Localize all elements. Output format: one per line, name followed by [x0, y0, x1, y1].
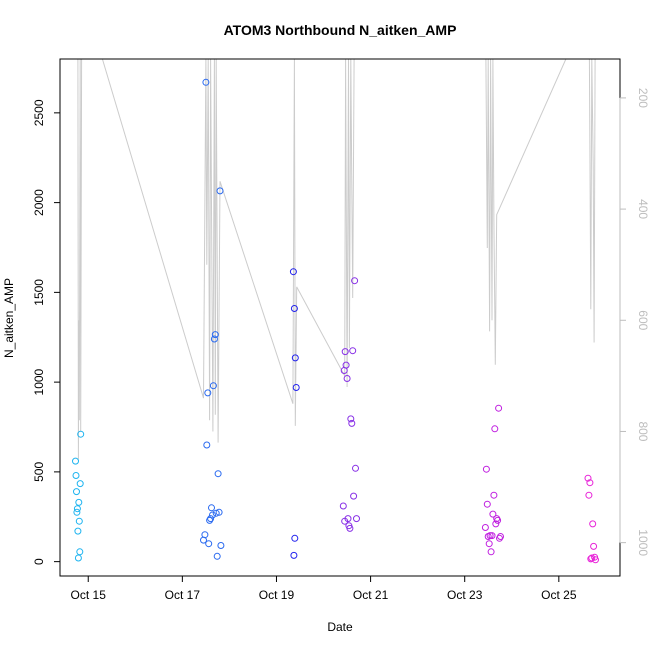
data-point [339, 502, 347, 510]
data-point [290, 305, 298, 312]
y-tick-label: 500 [32, 462, 46, 482]
data-point [487, 548, 495, 556]
data-point [491, 425, 499, 433]
y-tick-label: 0 [32, 558, 46, 565]
data-point [497, 533, 504, 540]
data-point [72, 472, 80, 479]
data-point [76, 480, 84, 488]
data-point [217, 542, 225, 549]
data-point [489, 510, 497, 518]
data-point [342, 361, 350, 369]
data-point [214, 470, 222, 478]
data-point [592, 556, 599, 564]
plot-frame [59, 58, 621, 577]
data-point [74, 527, 82, 535]
data-point [202, 78, 210, 86]
data-point [210, 335, 218, 343]
data-point [209, 511, 216, 519]
data-point [341, 348, 349, 356]
data-point [341, 517, 349, 525]
x-axis-title: Date [327, 620, 353, 634]
data-points-layer [72, 78, 599, 564]
data-point [292, 384, 300, 391]
right-tick-label: 800 [636, 421, 650, 441]
data-point [481, 524, 489, 531]
right-axis: 200 400 600 800 1000 [619, 88, 650, 556]
data-point [212, 509, 220, 517]
data-point [485, 540, 493, 548]
x-axis: Oct 15 Oct 17 Oct 19 Oct 21 Oct 23 Oct 25 [71, 575, 577, 602]
y-tick-label: 1500 [32, 279, 46, 306]
x-tick-label: Oct 15 [71, 588, 107, 602]
data-point [207, 515, 215, 523]
right-tick-label: 400 [636, 199, 650, 219]
chart-title: ATOM3 Northbound N_aitken_AMP [224, 22, 457, 38]
data-point [213, 552, 221, 560]
x-tick-label: Oct 23 [447, 588, 483, 602]
data-point [585, 491, 593, 499]
data-point [203, 441, 211, 449]
data-point [291, 354, 299, 362]
y-axis: 0 500 1000 1500 2000 2500 [32, 99, 61, 565]
x-tick-label: Oct 19 [259, 588, 295, 602]
data-point [215, 508, 223, 516]
y-axis-title: N_aitken_AMP [2, 278, 16, 358]
data-point [586, 479, 594, 487]
data-point [486, 532, 494, 540]
data-point [490, 491, 498, 499]
data-point [204, 389, 212, 397]
data-point [75, 498, 83, 506]
data-point [76, 548, 84, 556]
data-point [209, 382, 217, 390]
data-point [588, 554, 596, 562]
data-point [73, 508, 81, 516]
data-point [352, 464, 359, 472]
data-point [347, 415, 355, 423]
right-tick-label: 600 [636, 310, 650, 330]
data-point [590, 542, 598, 550]
right-tick-label: 200 [636, 88, 650, 108]
data-point [346, 524, 354, 532]
data-point [587, 555, 595, 563]
data-point [290, 551, 298, 559]
y-tick-label: 2500 [32, 99, 46, 126]
data-point [291, 534, 299, 542]
y-tick-label: 1000 [32, 368, 46, 395]
data-point [208, 504, 215, 512]
data-point [351, 277, 359, 285]
x-tick-label: Oct 21 [353, 588, 389, 602]
data-point [74, 554, 82, 562]
data-point [348, 419, 356, 427]
data-point [349, 347, 357, 355]
data-point [289, 268, 297, 276]
altitude-line-layer [77, 58, 596, 460]
data-point [350, 492, 358, 500]
data-point [353, 515, 360, 523]
data-point [216, 187, 224, 195]
data-point [495, 404, 503, 412]
data-point [211, 331, 219, 339]
data-point [73, 488, 80, 496]
y-tick-label: 2000 [32, 189, 46, 216]
data-point [205, 540, 213, 548]
data-point [589, 520, 597, 528]
data-point [492, 520, 500, 528]
data-point [77, 430, 85, 438]
data-point [482, 465, 490, 473]
data-point [488, 532, 496, 540]
data-point [72, 457, 79, 465]
data-point [75, 517, 83, 525]
right-tick-label: 1000 [636, 529, 650, 556]
data-point [494, 516, 502, 524]
data-point [201, 531, 209, 539]
data-point [73, 505, 81, 513]
x-tick-label: Oct 25 [541, 588, 577, 602]
x-tick-label: Oct 17 [165, 588, 201, 602]
data-point [584, 474, 592, 482]
data-point [483, 500, 491, 508]
data-point [343, 375, 351, 382]
altitude-line [77, 58, 596, 460]
